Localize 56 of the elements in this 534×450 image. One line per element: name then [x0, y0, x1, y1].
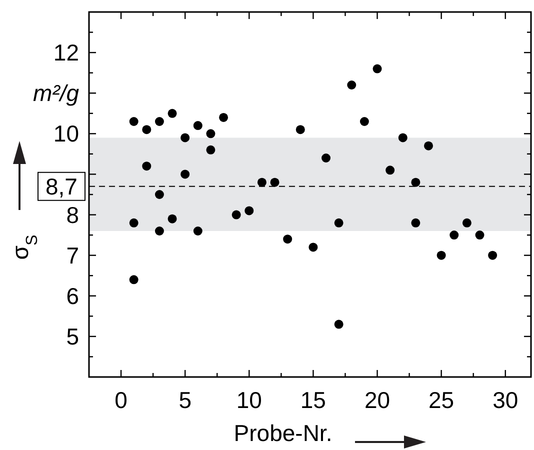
point	[129, 117, 138, 126]
x-tick-label: 20	[364, 387, 390, 413]
point	[206, 145, 216, 154]
y-tick-label: 7	[66, 242, 79, 268]
point	[129, 218, 138, 228]
point	[180, 170, 190, 179]
y-tick-label: 8	[66, 202, 79, 228]
point	[193, 121, 202, 130]
x-tick-label: 30	[492, 387, 518, 413]
point	[462, 218, 472, 228]
y-tick-label: 10	[53, 120, 79, 147]
point	[154, 190, 164, 199]
x-tick-label: 25	[428, 387, 454, 413]
x-axis-title: Probe-Nr.	[234, 420, 332, 446]
point	[168, 108, 177, 118]
point	[372, 64, 382, 74]
point	[180, 133, 190, 142]
point	[360, 117, 369, 126]
point	[154, 226, 164, 236]
point	[386, 166, 395, 175]
point	[283, 234, 292, 244]
point	[424, 141, 434, 150]
x-tick-label: 0	[114, 387, 128, 413]
point	[142, 162, 152, 171]
point	[232, 210, 241, 220]
point	[219, 112, 228, 122]
point	[450, 230, 459, 240]
point	[411, 178, 420, 187]
point	[334, 218, 344, 228]
x-tick-label: 5	[178, 387, 192, 413]
point	[436, 250, 446, 260]
point	[398, 133, 408, 142]
point	[257, 178, 266, 187]
point	[142, 125, 152, 134]
point	[334, 320, 344, 329]
point	[308, 242, 318, 252]
point	[244, 206, 254, 216]
point	[322, 154, 331, 162]
point	[168, 214, 177, 224]
text: m²/g	[33, 80, 80, 106]
y-tick-label: 12	[53, 40, 79, 66]
y-tick-label: 6	[66, 282, 79, 309]
point	[206, 129, 216, 138]
point	[347, 80, 356, 90]
x-tick-label: 15	[300, 387, 326, 413]
x-tick-label: 10	[236, 387, 262, 413]
ref-line-label: 8,7	[46, 173, 78, 200]
point	[193, 226, 202, 236]
point	[270, 178, 280, 187]
point	[488, 250, 498, 260]
point	[296, 125, 305, 134]
point	[475, 230, 484, 240]
y-tick-label: 5	[66, 323, 79, 350]
point	[154, 117, 164, 126]
point	[411, 218, 420, 228]
point	[129, 275, 138, 284]
